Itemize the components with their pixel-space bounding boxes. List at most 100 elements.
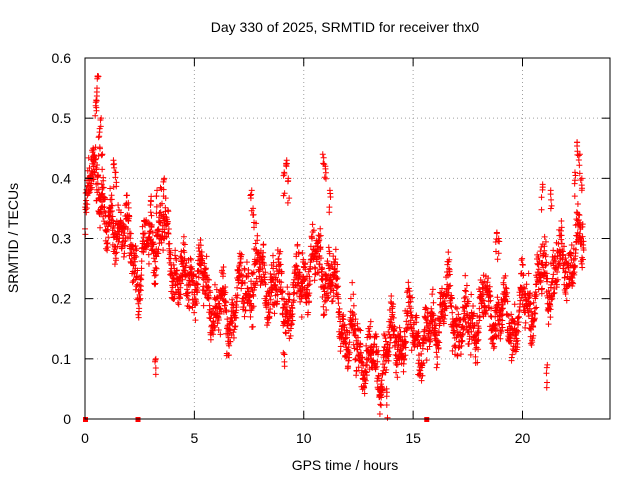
data-point — [83, 209, 90, 216]
data-point — [327, 193, 334, 200]
data-point — [178, 254, 185, 261]
data-point — [133, 274, 140, 281]
data-point — [247, 292, 254, 299]
data-point — [220, 264, 227, 271]
data-point — [171, 252, 178, 259]
data-point — [136, 305, 143, 312]
data-point — [269, 252, 276, 259]
data-point — [193, 300, 200, 307]
data-point — [548, 281, 555, 288]
data-point — [323, 307, 330, 314]
data-point — [262, 269, 269, 276]
data-point — [436, 339, 443, 346]
data-point — [375, 347, 382, 354]
axis-tick-labels: 0 0.1 0.2 0.3 0.4 0.5 0.6 0 5 10 15 20 — [52, 50, 531, 446]
data-point — [449, 309, 456, 316]
data-point — [153, 192, 160, 199]
data-point — [481, 278, 488, 285]
data-point — [447, 302, 454, 309]
data-point — [551, 289, 558, 296]
data-point — [152, 280, 159, 287]
data-point — [518, 257, 525, 264]
y-tick-label: 0.5 — [52, 110, 72, 126]
data-point — [158, 236, 165, 243]
data-point — [286, 195, 293, 202]
data-point — [576, 212, 583, 219]
data-point — [187, 281, 194, 288]
data-point — [335, 314, 342, 321]
data-point — [475, 325, 482, 332]
data-point — [498, 328, 505, 335]
data-point — [194, 281, 201, 288]
data-point — [197, 242, 204, 249]
data-point — [405, 285, 412, 292]
data-point — [207, 315, 214, 322]
data-point — [543, 259, 550, 266]
data-point — [539, 186, 546, 193]
data-point — [493, 309, 500, 316]
data-point — [495, 250, 502, 257]
data-point — [407, 305, 414, 312]
data-point — [508, 354, 515, 361]
y-tick-label: 0.3 — [52, 231, 72, 247]
data-point — [490, 345, 497, 352]
data-point — [475, 336, 482, 343]
data-point — [373, 363, 380, 370]
data-point — [165, 226, 172, 233]
data-point — [274, 291, 281, 298]
data-point — [161, 229, 168, 236]
data-point — [160, 247, 167, 254]
data-point — [177, 295, 184, 302]
data-point — [261, 279, 268, 286]
data-point — [297, 288, 304, 295]
data-point — [544, 275, 551, 282]
data-point — [383, 366, 390, 373]
data-point — [317, 225, 324, 232]
data-point — [465, 298, 472, 305]
data-point — [241, 279, 248, 286]
data-point — [380, 361, 387, 368]
data-point — [468, 328, 475, 335]
data-point — [541, 243, 548, 250]
data-point — [511, 320, 518, 327]
data-point — [199, 255, 206, 262]
data-point — [499, 317, 506, 324]
data-point — [449, 295, 456, 302]
data-point — [180, 240, 187, 247]
data-point — [385, 351, 392, 358]
data-point — [205, 283, 212, 290]
data-point — [439, 285, 445, 292]
data-point — [345, 344, 352, 351]
data-point — [494, 294, 501, 301]
data-point — [530, 324, 537, 331]
data-point — [430, 299, 437, 306]
data-point — [253, 258, 260, 265]
data-point — [124, 192, 131, 199]
data-point — [499, 305, 506, 312]
data-point — [96, 125, 103, 132]
data-point — [94, 161, 101, 168]
data-point — [420, 360, 427, 367]
data-point — [353, 368, 360, 375]
data-point — [293, 262, 300, 269]
data-point — [558, 232, 565, 239]
data-point — [515, 321, 522, 328]
data-point — [532, 310, 539, 317]
data-point — [112, 169, 119, 176]
data-point — [277, 248, 284, 255]
data-point — [137, 276, 144, 283]
data-point — [294, 241, 301, 248]
data-point — [319, 151, 326, 158]
data-point — [195, 274, 202, 281]
data-point — [273, 263, 280, 270]
data-point — [333, 268, 340, 275]
data-point — [312, 265, 319, 272]
data-point — [538, 194, 545, 201]
data-point — [306, 290, 313, 297]
data-point — [164, 218, 171, 225]
data-point — [550, 271, 557, 278]
data-point — [459, 304, 466, 311]
data-point — [158, 239, 165, 246]
data-point — [322, 169, 329, 176]
data-point — [476, 317, 483, 324]
